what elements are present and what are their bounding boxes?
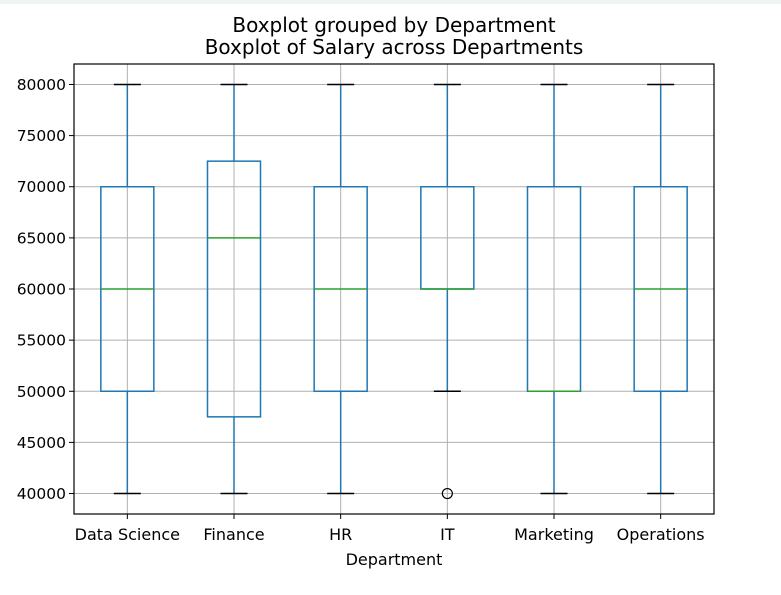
x-tick-label: Marketing [514, 525, 594, 544]
y-tick-label: 50000 [17, 383, 66, 401]
y-tick-label: 80000 [17, 76, 66, 94]
box-operations [633, 83, 688, 495]
box-hr [313, 83, 368, 495]
chart-title: Boxplot of Salary across Departments [205, 35, 584, 59]
iqr-box [206, 160, 262, 418]
top-strip [0, 0, 781, 4]
chart-suptitle: Boxplot grouped by Department [232, 13, 555, 37]
y-tick-label: 65000 [17, 229, 66, 247]
y-tick-label: 55000 [17, 332, 66, 350]
x-tick-label: IT [440, 525, 455, 544]
x-tick-label: HR [329, 525, 352, 544]
grid-lines [74, 64, 714, 514]
y-tick-label: 70000 [17, 178, 66, 196]
y-tick-label: 40000 [17, 485, 66, 503]
y-tick-label: 60000 [17, 281, 66, 299]
x-tick-label: Data Science [75, 525, 180, 544]
box-it [420, 83, 475, 500]
x-tick-label: Operations [617, 525, 705, 544]
box-marketing [526, 83, 582, 495]
y-tick-label: 75000 [17, 127, 66, 145]
x-axis: Data Science Finance HR IT Marketing Operatio… [75, 514, 705, 544]
box-series [100, 83, 688, 500]
y-tick-label: 45000 [17, 434, 66, 452]
box-data-science [100, 83, 155, 495]
outlier-point [441, 487, 453, 500]
x-tick-label: Finance [203, 525, 264, 544]
x-axis-label: Department [346, 550, 443, 569]
box-finance [206, 83, 262, 495]
y-axis: 40000 45000 50000 55000 60000 65000 70000 75000… [17, 76, 74, 503]
